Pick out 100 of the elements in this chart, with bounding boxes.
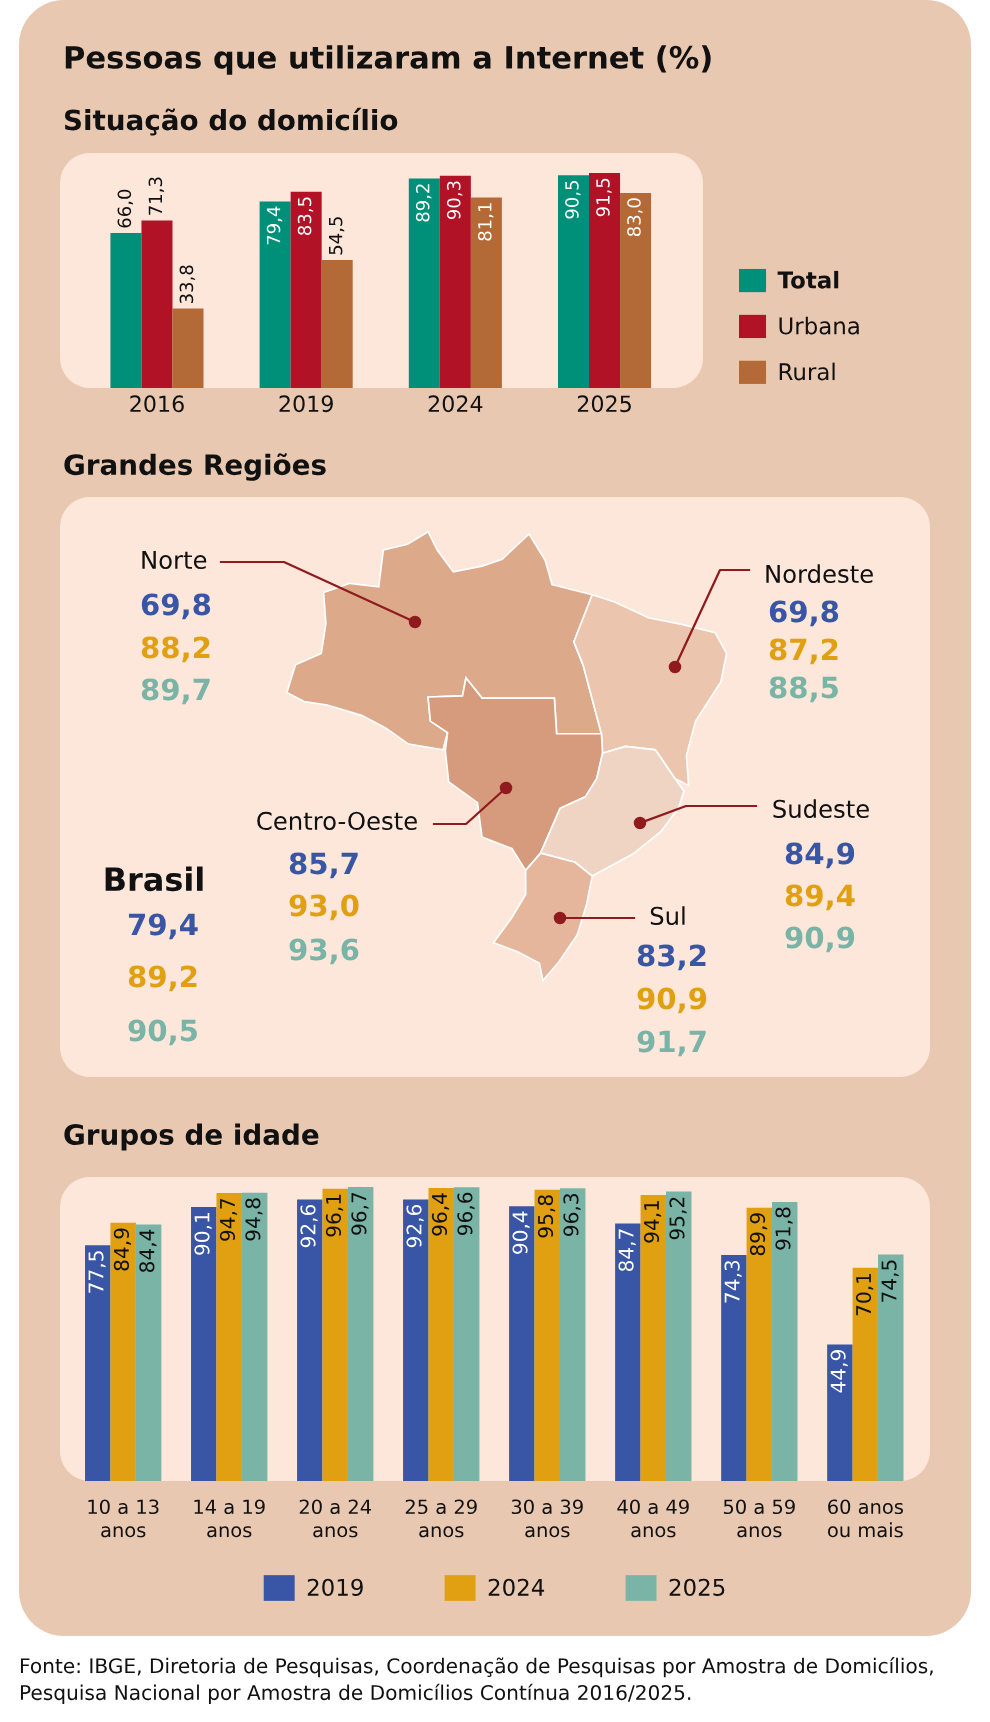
legend-label: Total — [777, 270, 839, 289]
bar — [172, 308, 204, 388]
data-label: 88,5 — [769, 676, 838, 703]
bar — [259, 201, 291, 388]
data-label: 94,8 — [245, 1198, 263, 1241]
data-label: 77,5 — [88, 1251, 106, 1293]
chart-title: Grupos de idade — [64, 1123, 319, 1151]
data-label: 90,9 — [785, 926, 855, 953]
bar — [297, 1199, 323, 1481]
data-label: 90,1 — [194, 1213, 212, 1255]
legend-label: 2025 — [669, 1578, 725, 1596]
data-label: 93,6 — [289, 938, 359, 965]
legend-label: 2019 — [307, 1578, 363, 1596]
text: Grandes Regiões — [64, 453, 326, 481]
data-label: 88,2 — [141, 636, 210, 663]
data-label: 91,8 — [775, 1207, 793, 1250]
x-tick-label: 14 a 19 anos — [194, 1499, 265, 1538]
data-label: 91,5 — [596, 178, 612, 217]
data-label: 70,1 — [855, 1273, 874, 1316]
data-label: 84,9 — [785, 842, 855, 869]
bar — [110, 1222, 136, 1481]
bar — [470, 197, 502, 388]
data-label: 96,1 — [325, 1194, 344, 1237]
data-label: 94,7 — [219, 1198, 238, 1241]
bar — [559, 1188, 586, 1481]
bar — [85, 1245, 111, 1481]
data-label: 74,5 — [881, 1260, 899, 1302]
data-label: 91,7 — [637, 1030, 706, 1057]
bar — [453, 1187, 480, 1481]
legend-label: Urbana — [779, 316, 859, 335]
data-label: 79,4 — [266, 206, 283, 245]
bar — [408, 178, 440, 388]
data-label: 94,1 — [643, 1200, 662, 1243]
bar — [509, 1206, 535, 1481]
bar — [878, 1254, 904, 1481]
x-tick-label: 20 a 24 anos — [299, 1499, 372, 1538]
bar — [135, 1224, 162, 1481]
legend-label: 2024 — [488, 1578, 545, 1596]
source-note: Fonte: IBGE, Diretoria de Pesquisas, Coordenação de Pesquisas por Amostra de Domicílios, Pesquisa Nacional por Amostra de Domicílios Contínua 2016/2025. — [20, 1657, 933, 1705]
x-tick-label: 40 a 49 anos — [617, 1499, 689, 1538]
bar — [241, 1192, 268, 1481]
data-label: 96,7 — [351, 1192, 369, 1235]
data-label: 92,6 — [406, 1204, 424, 1248]
data-label: 89,2 — [128, 965, 197, 992]
category-label: Centro-Oeste — [257, 811, 417, 831]
data-label: 69,8 — [141, 593, 211, 620]
bar — [534, 1189, 560, 1481]
bar — [666, 1191, 692, 1481]
data-label: 90,5 — [128, 1019, 197, 1046]
data-label: 95,2 — [669, 1197, 687, 1240]
bar — [110, 232, 142, 388]
bar — [746, 1207, 773, 1481]
chart-title: Pessoas que utilizaram a Internet (%) — [65, 45, 711, 75]
bar — [347, 1187, 374, 1481]
data-label: 96,3 — [563, 1193, 581, 1236]
data-label: 90,5 — [565, 181, 581, 219]
x-tick-label: 50 a 59 anos — [723, 1499, 795, 1538]
data-label: 81,1 — [477, 203, 494, 241]
bar — [141, 220, 173, 388]
bar — [640, 1194, 667, 1481]
data-label: 90,4 — [512, 1211, 530, 1254]
bar — [852, 1267, 879, 1481]
bar — [589, 173, 621, 388]
data-label: 96,4 — [431, 1193, 450, 1236]
bar — [216, 1193, 242, 1481]
bar — [191, 1207, 217, 1481]
data-label: 69,8 — [769, 600, 839, 627]
bar — [428, 1187, 454, 1481]
legend-label: Rural — [779, 362, 835, 381]
bar — [321, 259, 353, 388]
data-label: 79,4 — [128, 913, 198, 940]
bar — [557, 175, 590, 388]
x-tick-label: 25 a 29 anos — [405, 1499, 477, 1538]
data-label: 92,6 — [300, 1204, 318, 1248]
data-label: 84,9 — [113, 1228, 132, 1271]
x-tick-label: 30 a 39 anos — [511, 1499, 583, 1538]
category-label: Sul — [650, 906, 685, 926]
bar — [620, 192, 652, 388]
x-tick-label: 2025 — [577, 395, 631, 413]
data-label: 87,2 — [769, 638, 838, 665]
data-label: 89,9 — [749, 1213, 768, 1256]
bar — [290, 191, 322, 388]
bar — [721, 1255, 747, 1481]
bar — [403, 1199, 429, 1481]
x-tick-label: 2024 — [428, 395, 483, 413]
data-label: 44,9 — [830, 1350, 848, 1393]
data-label: 93,0 — [289, 894, 359, 921]
data-label: 90,9 — [637, 987, 707, 1014]
bar — [615, 1223, 641, 1481]
category-label: Norte — [142, 550, 207, 570]
bar — [439, 175, 471, 388]
x-tick-label: 2016 — [130, 395, 184, 413]
data-label: 85,7 — [289, 852, 358, 879]
x-tick-label: 60 anos ou mais — [828, 1499, 903, 1538]
data-label: 33,8 — [179, 265, 196, 304]
data-label: 83,2 — [637, 944, 706, 971]
data-label: 89,2 — [415, 184, 432, 222]
x-tick-label: 10 a 13 anos — [88, 1499, 159, 1538]
data-label: 74,3 — [724, 1260, 742, 1303]
bar — [772, 1201, 798, 1481]
